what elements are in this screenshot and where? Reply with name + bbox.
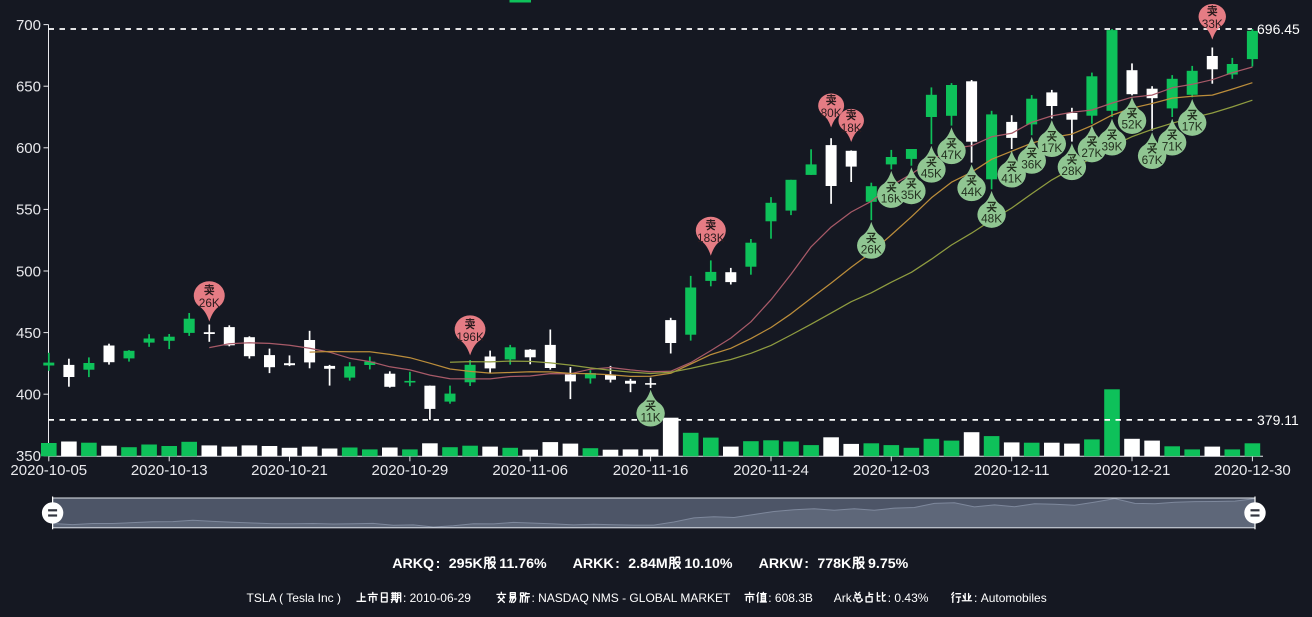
svg-text:400: 400	[16, 387, 41, 404]
svg-text:2020-12-21: 2020-12-21	[1094, 462, 1171, 479]
svg-text:36K: 36K	[1021, 158, 1042, 172]
svg-text::: :	[804, 556, 809, 572]
svg-text:379.11: 379.11	[1257, 412, 1299, 428]
svg-text:196K: 196K	[456, 330, 484, 344]
svg-text:Ark: Ark	[834, 591, 853, 605]
svg-text:35K: 35K	[901, 188, 922, 202]
svg-text:ARKK: ARKK	[573, 556, 615, 572]
svg-text:17K: 17K	[1041, 141, 1062, 155]
svg-text:ARKW: ARKW	[759, 556, 804, 572]
svg-text::: :	[974, 591, 977, 605]
svg-text:41K: 41K	[1001, 171, 1022, 185]
svg-text:67K: 67K	[1142, 153, 1163, 167]
svg-text:2020-10-29: 2020-10-29	[372, 462, 449, 479]
svg-text::: :	[888, 591, 891, 605]
svg-text:450: 450	[16, 325, 41, 342]
svg-text:18K: 18K	[841, 121, 862, 135]
svg-text:778K: 778K	[817, 556, 852, 572]
svg-text:71K: 71K	[1162, 139, 1183, 153]
svg-text:0.43%: 0.43%	[894, 591, 928, 605]
svg-text:26K: 26K	[861, 243, 882, 257]
svg-text:550: 550	[16, 202, 41, 219]
svg-text:608.3B: 608.3B	[775, 591, 813, 605]
svg-text:2020-11-24: 2020-11-24	[733, 462, 809, 479]
svg-text:2020-10-13: 2020-10-13	[131, 462, 208, 479]
svg-text:44K: 44K	[961, 185, 982, 199]
svg-text:2020-11-16: 2020-11-16	[613, 462, 689, 479]
svg-text:2020-12-11: 2020-12-11	[974, 462, 1050, 479]
svg-text:700: 700	[16, 17, 41, 34]
svg-text:295K: 295K	[449, 556, 484, 572]
svg-text:39K: 39K	[1102, 139, 1123, 153]
svg-text:28K: 28K	[1061, 164, 1082, 178]
svg-text:52K: 52K	[1122, 118, 1143, 132]
svg-text::: :	[436, 556, 441, 572]
svg-text::: :	[403, 591, 406, 605]
svg-text:47K: 47K	[941, 148, 962, 162]
svg-text:2020-12-30: 2020-12-30	[1214, 462, 1291, 479]
svg-text:Automobiles: Automobiles	[981, 591, 1047, 605]
svg-text::: :	[615, 556, 620, 572]
svg-text:11.76%: 11.76%	[499, 556, 547, 572]
svg-text:2020-10-21: 2020-10-21	[251, 462, 328, 479]
svg-text:NASDAQ NMS - GLOBAL MARKET: NASDAQ NMS - GLOBAL MARKET	[538, 591, 731, 605]
svg-text:11K: 11K	[641, 410, 661, 424]
svg-text:500: 500	[16, 263, 41, 280]
svg-text:10.10%: 10.10%	[684, 556, 733, 572]
svg-text:9.75%: 9.75%	[868, 556, 909, 572]
svg-text:45K: 45K	[921, 166, 942, 180]
svg-text:183K: 183K	[697, 231, 725, 245]
svg-text:2020-11-06: 2020-11-06	[492, 462, 568, 479]
svg-text:16K: 16K	[881, 192, 902, 206]
svg-text:650: 650	[16, 79, 41, 96]
svg-text:TSLA ( Tesla Inc ): TSLA ( Tesla Inc )	[247, 591, 341, 605]
svg-text:696.45: 696.45	[1257, 21, 1300, 37]
svg-text:17K: 17K	[1182, 120, 1203, 134]
svg-text:2010-06-29: 2010-06-29	[410, 591, 472, 605]
svg-text:33K: 33K	[1202, 17, 1223, 31]
svg-text:2.84M: 2.84M	[628, 556, 667, 572]
svg-text:27K: 27K	[1081, 146, 1102, 160]
svg-text:2020-10-05: 2020-10-05	[10, 462, 87, 479]
svg-text:600: 600	[16, 140, 41, 157]
svg-text:350: 350	[16, 448, 41, 465]
svg-text:48K: 48K	[981, 212, 1002, 226]
svg-text::: :	[768, 591, 771, 605]
svg-text::: :	[532, 591, 535, 605]
svg-text:26K: 26K	[199, 296, 220, 310]
svg-text:80K: 80K	[821, 106, 842, 120]
svg-text:ARKQ: ARKQ	[392, 556, 434, 572]
svg-text:2020-12-03: 2020-12-03	[853, 462, 930, 479]
